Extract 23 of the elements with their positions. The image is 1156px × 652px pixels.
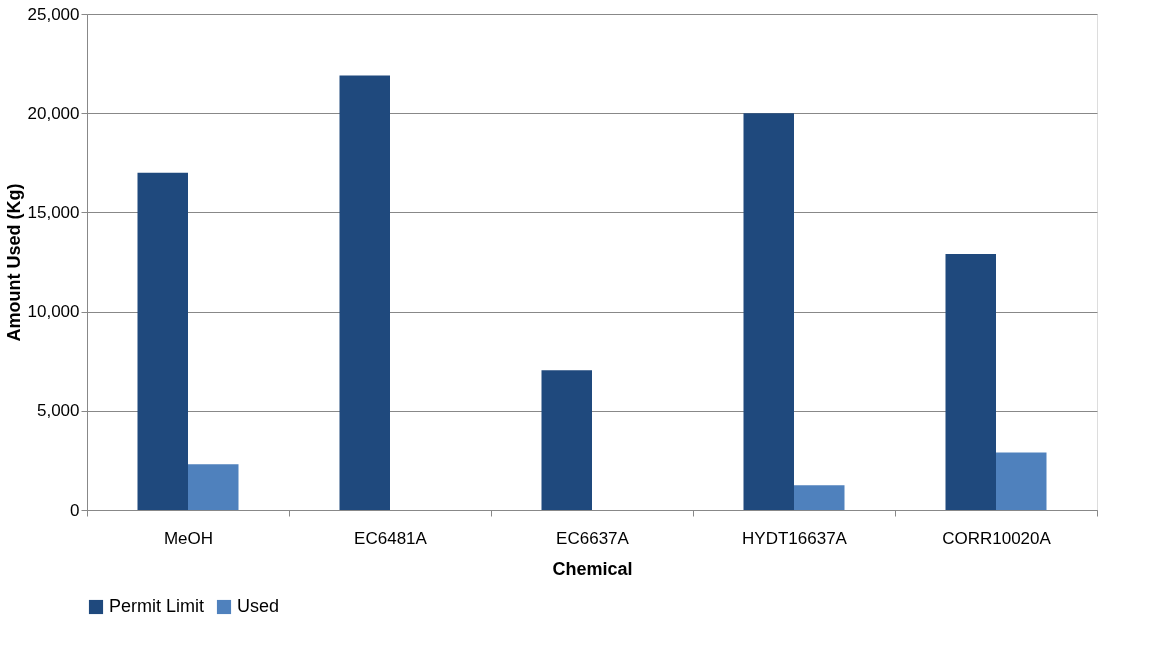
x-tick-label: EC6481A — [354, 528, 428, 548]
x-axis-title: Chemical — [552, 558, 633, 579]
y-tick-label: 10,000 — [27, 302, 80, 322]
bar — [188, 464, 239, 510]
x-tick-label: MeOH — [163, 528, 214, 548]
bar — [945, 254, 996, 510]
bar — [137, 172, 188, 510]
legend-label: Permit Limit — [109, 596, 205, 616]
bar — [541, 370, 592, 510]
y-axis-title: Amount Used (Kg) — [3, 183, 24, 342]
y-tick-label: 20,000 — [27, 103, 80, 123]
bar — [794, 485, 845, 510]
y-tick-label: 0 — [70, 500, 80, 520]
legend-label: Used — [237, 596, 280, 616]
x-tick-label: HYDT16637A — [742, 528, 848, 548]
y-tick-label: 15,000 — [27, 202, 80, 222]
bar — [996, 452, 1047, 510]
x-tick-label: CORR10020A — [942, 528, 1052, 548]
bar — [743, 113, 794, 510]
x-tick-label: EC6637A — [556, 528, 630, 548]
bar — [339, 75, 390, 510]
y-tick-label: 5,000 — [36, 401, 80, 421]
y-tick-label: 25,000 — [27, 4, 80, 24]
